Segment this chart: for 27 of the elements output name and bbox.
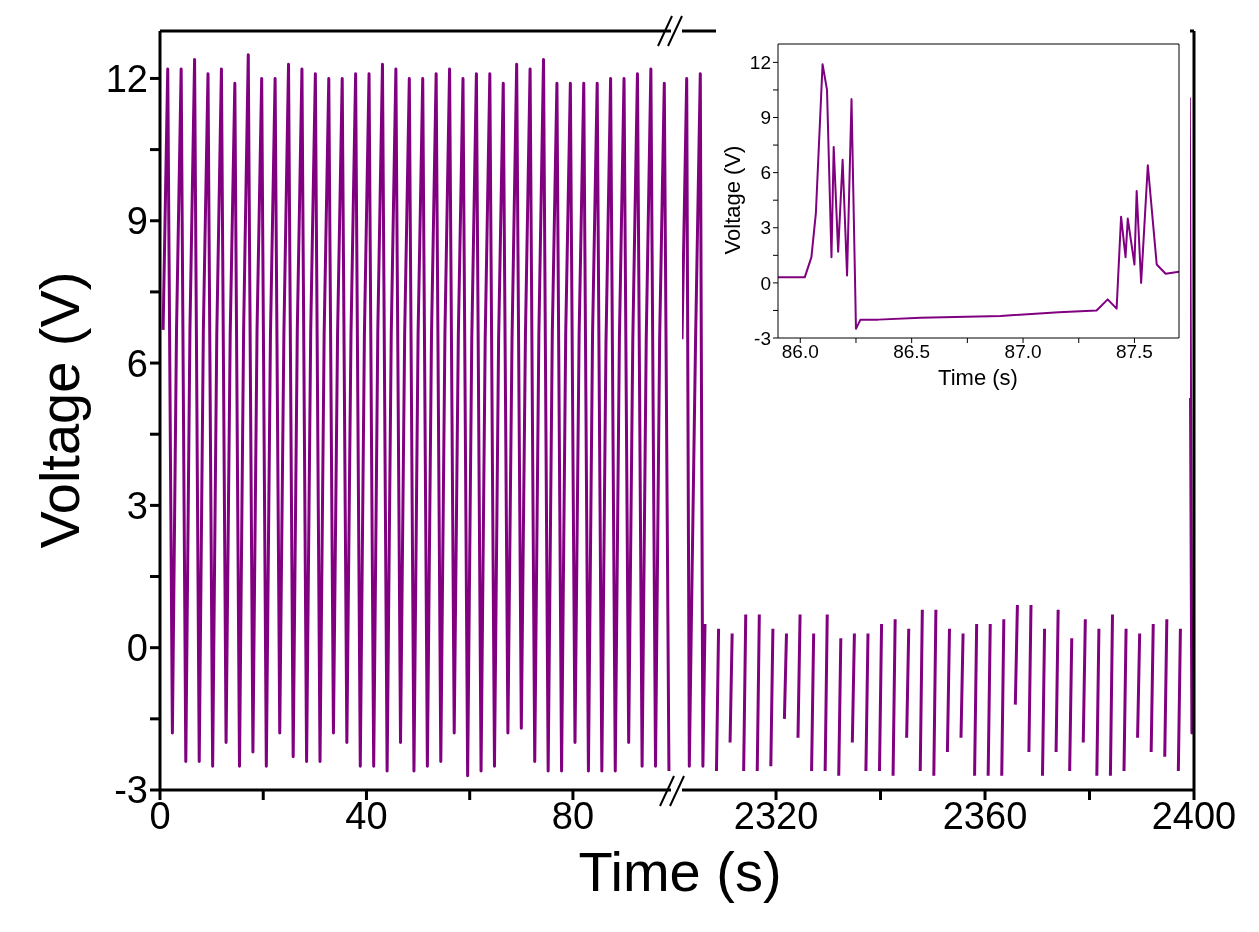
x-axis-title: Time (s) [938,365,1018,390]
x-tick-label: 87.0 [1004,341,1042,363]
y-axis-title: Voltage (V) [720,145,745,255]
line-series [161,53,671,778]
x-tick-label: 86.0 [781,341,819,363]
line-series [778,63,1179,330]
x-tick-label: 86.5 [893,341,931,363]
x-axis-title: Time (s) [578,840,782,903]
y-tick-label: 0 [126,627,148,670]
y-tick-label: -3 [754,327,771,349]
x-tick-label: 2360 [942,794,1028,837]
y-tick-label: -3 [114,769,148,812]
x-tick-label: 80 [551,794,595,837]
x-tick-label: 2320 [733,794,819,837]
y-tick-label: 6 [126,342,148,385]
y-tick-label: 3 [760,217,771,239]
x-tick-label: 87.5 [1115,341,1153,363]
y-tick-label: 9 [760,107,771,129]
y-tick-label: 6 [760,162,771,184]
y-axis-title: Voltage (V) [28,271,91,549]
y-tick-label: 3 [126,484,148,527]
y-tick-label: 0 [760,272,771,294]
y-tick-label: 12 [749,52,771,74]
x-tick-label: 2400 [1151,794,1237,837]
y-tick-label: 9 [126,200,148,243]
x-tick-label: 40 [345,794,388,837]
y-tick-label: 12 [105,57,148,100]
